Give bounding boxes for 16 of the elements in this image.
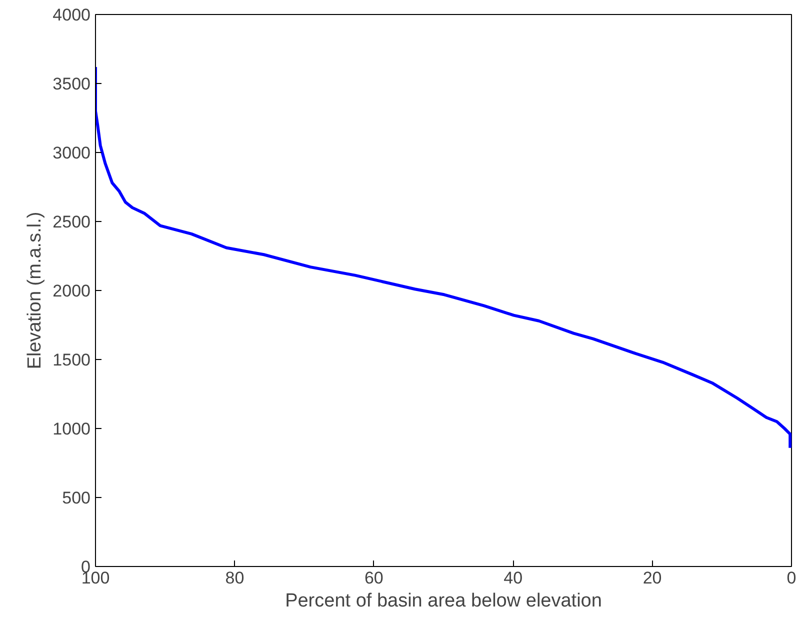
x-axis-title: Percent of basin area below elevation [285,590,602,612]
x-tick-label: 80 [225,568,244,588]
y-axis-title: Elevation (m.a.s.l.) [24,212,46,370]
y-tick-label: 1000 [52,420,91,438]
x-tick-label: 20 [642,568,662,588]
x-tick-label: 0 [786,568,796,588]
y-tick-label: 500 [62,488,91,508]
y-tick-label: 3000 [52,144,91,162]
line-series [96,65,792,450]
x-tick-label: 40 [504,568,523,588]
y-tick-label: 2000 [52,282,91,300]
x-tick-label: 60 [364,568,384,588]
y-tick-label: 3500 [52,74,91,94]
y-tick-label: 2500 [52,212,91,232]
y-tick-label: 1500 [52,350,91,370]
y-tick-label: 4000 [52,6,91,24]
